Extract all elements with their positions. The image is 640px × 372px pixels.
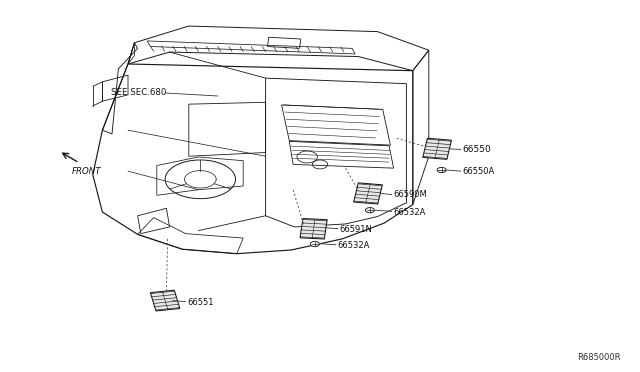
- Text: FRONT: FRONT: [72, 167, 101, 176]
- Circle shape: [437, 167, 446, 173]
- Circle shape: [365, 208, 374, 213]
- Polygon shape: [300, 218, 327, 239]
- Polygon shape: [354, 183, 382, 204]
- Text: 66551: 66551: [187, 298, 213, 307]
- Circle shape: [310, 241, 319, 247]
- Text: 66550: 66550: [462, 145, 491, 154]
- Text: 66591N: 66591N: [339, 225, 372, 234]
- Text: 66550A: 66550A: [462, 167, 494, 176]
- Text: 66590M: 66590M: [393, 190, 427, 199]
- Text: SEE SEC.680: SEE SEC.680: [111, 88, 166, 97]
- Text: 66532A: 66532A: [393, 208, 426, 217]
- Text: 66532A: 66532A: [337, 241, 370, 250]
- Polygon shape: [423, 138, 451, 159]
- Text: R685000R: R685000R: [577, 353, 621, 362]
- Polygon shape: [150, 290, 180, 311]
